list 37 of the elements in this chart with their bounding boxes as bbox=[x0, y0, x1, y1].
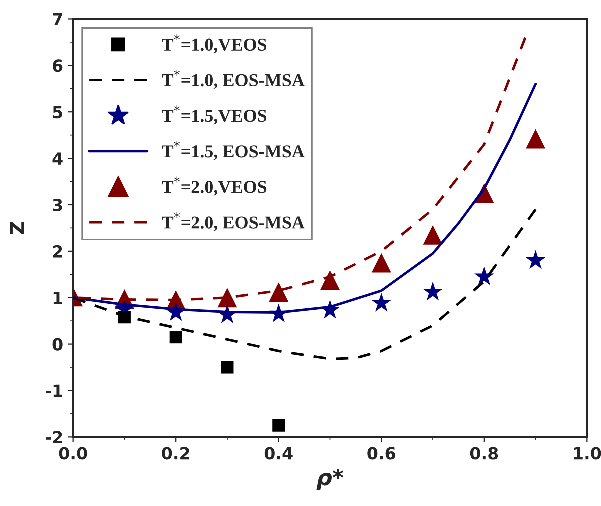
x-axis-title: ρ* bbox=[316, 468, 344, 490]
point bbox=[218, 288, 238, 308]
x-tick-label: 0.4 bbox=[264, 447, 293, 460]
x-tick-label: 0.0 bbox=[59, 447, 88, 460]
legend-label: T$^{*}$=1.5, EOS-MSA bbox=[162, 141, 305, 160]
y-tick-label: 7 bbox=[53, 13, 62, 26]
y-tick-label: 2 bbox=[53, 245, 62, 258]
y-tick-label: -2 bbox=[46, 431, 62, 444]
point bbox=[372, 293, 392, 312]
point bbox=[474, 266, 494, 286]
x-tick-label: 1.0 bbox=[574, 447, 601, 460]
y-tick-label: 5 bbox=[53, 106, 62, 119]
y-tick-label: 4 bbox=[52, 152, 63, 165]
point bbox=[526, 250, 546, 270]
point bbox=[526, 129, 546, 149]
point bbox=[423, 225, 443, 245]
point bbox=[272, 419, 286, 432]
x-tick-label: 0.8 bbox=[470, 447, 498, 460]
legend-label: T$^{*}$=1.5,VEOS bbox=[162, 106, 267, 125]
point bbox=[221, 361, 234, 374]
y-tick-label: 3 bbox=[53, 198, 62, 212]
point bbox=[269, 282, 289, 302]
x-tick-label: 0.2 bbox=[162, 447, 190, 460]
y-axis-title: Z bbox=[10, 222, 24, 234]
y-tick-label: 0 bbox=[52, 338, 63, 351]
y-tick-label: 1 bbox=[54, 292, 62, 304]
legend-label: T$^{*}$=2.0,VEOS bbox=[162, 176, 267, 196]
y-tick-label: -1 bbox=[46, 384, 62, 398]
legend-label: T$^{*}$=2.0, EOS-MSA bbox=[162, 212, 305, 232]
point bbox=[423, 282, 443, 301]
y-tick-label: 6 bbox=[53, 60, 63, 72]
point bbox=[170, 331, 182, 344]
legend-label: T$^{*}$=1.0, EOS-MSA bbox=[162, 70, 305, 90]
point bbox=[372, 253, 392, 273]
point bbox=[320, 270, 340, 290]
x-tick-label: 0.6 bbox=[368, 447, 396, 460]
legend-label: T$^{*}$=1.0,VEOS bbox=[162, 34, 267, 54]
